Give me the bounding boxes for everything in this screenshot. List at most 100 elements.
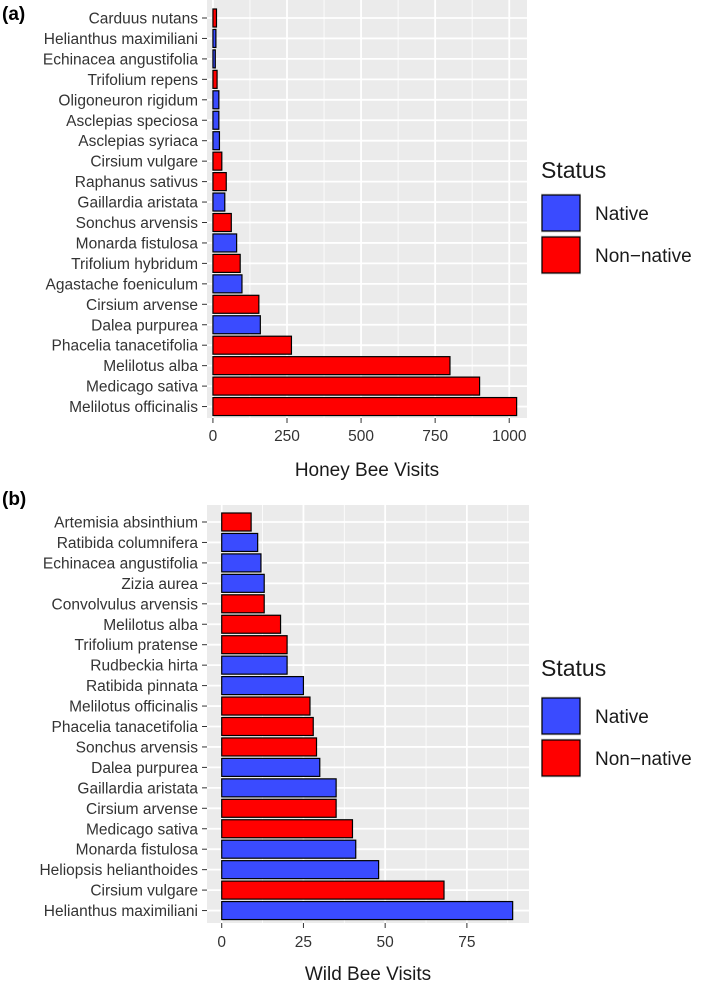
bar bbox=[221, 900, 514, 921]
bar bbox=[221, 594, 265, 614]
bar bbox=[221, 675, 305, 696]
bar bbox=[221, 757, 321, 778]
bar bbox=[212, 294, 260, 314]
bar bbox=[221, 696, 311, 716]
y-tick-label: Rudbeckia hirta bbox=[90, 658, 198, 675]
y-tick-label: Zizia aurea bbox=[121, 576, 198, 593]
y-tick-label: Melilotus officinalis bbox=[69, 699, 198, 716]
plot-background bbox=[207, 0, 527, 418]
bar bbox=[221, 716, 314, 737]
bar bbox=[212, 253, 241, 273]
y-tick-label: Cirsium arvense bbox=[86, 801, 198, 818]
y-tick-label: Melilotus alba bbox=[103, 617, 198, 634]
y-tick-label: Helianthus maximiliani bbox=[44, 903, 198, 920]
y-tick-label: Sonchus arvensis bbox=[76, 215, 199, 232]
bar bbox=[212, 233, 238, 253]
bar bbox=[212, 376, 481, 396]
y-tick-label: Echinacea angustifolia bbox=[43, 51, 198, 68]
bar bbox=[221, 532, 259, 553]
x-axis-title: Honey Bee Visits bbox=[295, 460, 439, 481]
bar bbox=[221, 553, 262, 573]
legend-title: Status bbox=[541, 655, 606, 681]
x-tick-label: 0 bbox=[217, 934, 226, 951]
y-tick-label: Oligoneuron rigidum bbox=[58, 92, 198, 109]
x-tick-label: 25 bbox=[295, 934, 312, 951]
y-tick-label: Ratibida columnifera bbox=[57, 535, 199, 552]
y-tick-label: Melilotus alba bbox=[103, 358, 198, 375]
y-tick-label: Trifolium hybridum bbox=[71, 256, 198, 273]
y-tick-label: Helianthus maximiliani bbox=[44, 31, 198, 48]
y-tick-label: Medicago sativa bbox=[86, 379, 198, 396]
bar bbox=[212, 69, 218, 89]
legend-label-native: Native bbox=[595, 204, 649, 225]
bar bbox=[212, 28, 217, 49]
bar bbox=[212, 212, 232, 233]
y-tick-label: Phacelia tanacetifolia bbox=[52, 338, 199, 355]
legend-label-native: Native bbox=[595, 707, 649, 728]
y-tick-label: Heliopsis helianthoides bbox=[39, 862, 198, 879]
y-tick-label: Artemisia absinthium bbox=[54, 515, 198, 532]
x-tick-label: 250 bbox=[274, 428, 300, 445]
bar bbox=[212, 396, 518, 417]
legend-title: Status bbox=[541, 157, 606, 183]
bar bbox=[221, 819, 354, 839]
y-tick-label: Trifolium pratense bbox=[75, 637, 198, 654]
x-axis-title: Wild Bee Visits bbox=[305, 964, 431, 985]
chart-panel-b: Artemisia absinthium Ratibida columnifera… bbox=[2, 489, 692, 985]
bar bbox=[221, 635, 288, 655]
bar bbox=[212, 192, 226, 212]
x-tick-label: 50 bbox=[377, 934, 395, 951]
y-tick-label: Cirsium arvense bbox=[86, 297, 198, 314]
legend-swatch-non_native bbox=[541, 739, 581, 777]
bar bbox=[212, 110, 220, 130]
y-tick-label: Medicago sativa bbox=[86, 821, 198, 838]
bar bbox=[221, 512, 252, 532]
bar bbox=[221, 860, 380, 880]
y-tick-label: Sonchus arvensis bbox=[76, 739, 199, 756]
x-tick-label: 500 bbox=[348, 428, 374, 445]
bar bbox=[212, 315, 261, 335]
bar bbox=[221, 737, 318, 757]
x-tick-label: 1000 bbox=[492, 428, 527, 445]
y-tick-label: Convolvulus arvensis bbox=[52, 596, 199, 613]
y-tick-label: Dalea purpurea bbox=[91, 317, 198, 334]
x-tick-label: 75 bbox=[458, 934, 475, 951]
chart-panel-a: Carduus nutans Helianthus maximiliani Echi… bbox=[2, 0, 692, 481]
bar bbox=[212, 274, 243, 294]
panel-label: (b) bbox=[2, 489, 26, 510]
x-tick-label: 750 bbox=[422, 428, 448, 445]
bar bbox=[221, 880, 445, 900]
panel-label: (a) bbox=[2, 4, 25, 25]
bar bbox=[221, 655, 288, 675]
legend-swatch-non_native bbox=[541, 236, 581, 274]
bar bbox=[221, 839, 357, 859]
legend-swatch-native bbox=[541, 194, 581, 232]
y-tick-label: Asclepias speciosa bbox=[66, 113, 198, 130]
bar bbox=[212, 151, 223, 171]
legend-swatch-native bbox=[541, 697, 581, 735]
y-tick-label: Monarda fistulosa bbox=[76, 235, 199, 252]
legend-label-non_native: Non−native bbox=[595, 749, 692, 770]
bar bbox=[212, 90, 220, 110]
bar bbox=[212, 131, 221, 151]
bar bbox=[221, 778, 337, 798]
y-tick-label: Raphanus sativus bbox=[75, 174, 198, 191]
bar bbox=[212, 49, 216, 69]
y-tick-label: Phacelia tanacetifolia bbox=[52, 719, 199, 736]
y-tick-label: Cirsium vulgare bbox=[90, 154, 198, 171]
bar bbox=[212, 8, 218, 28]
y-tick-label: Gaillardia aristata bbox=[77, 195, 198, 212]
bar bbox=[212, 356, 451, 376]
y-tick-label: Ratibida pinnata bbox=[86, 678, 198, 695]
x-tick-label: 0 bbox=[209, 428, 218, 445]
bar bbox=[221, 573, 265, 593]
bar bbox=[212, 335, 293, 355]
y-tick-label: Echinacea angustifolia bbox=[43, 555, 198, 572]
y-tick-label: Trifolium repens bbox=[87, 72, 198, 89]
bar bbox=[221, 798, 337, 818]
y-tick-label: Monarda fistulosa bbox=[76, 842, 199, 859]
legend-label-non_native: Non−native bbox=[595, 246, 692, 267]
y-tick-label: Gaillardia aristata bbox=[77, 780, 198, 797]
y-tick-label: Dalea purpurea bbox=[91, 760, 198, 777]
